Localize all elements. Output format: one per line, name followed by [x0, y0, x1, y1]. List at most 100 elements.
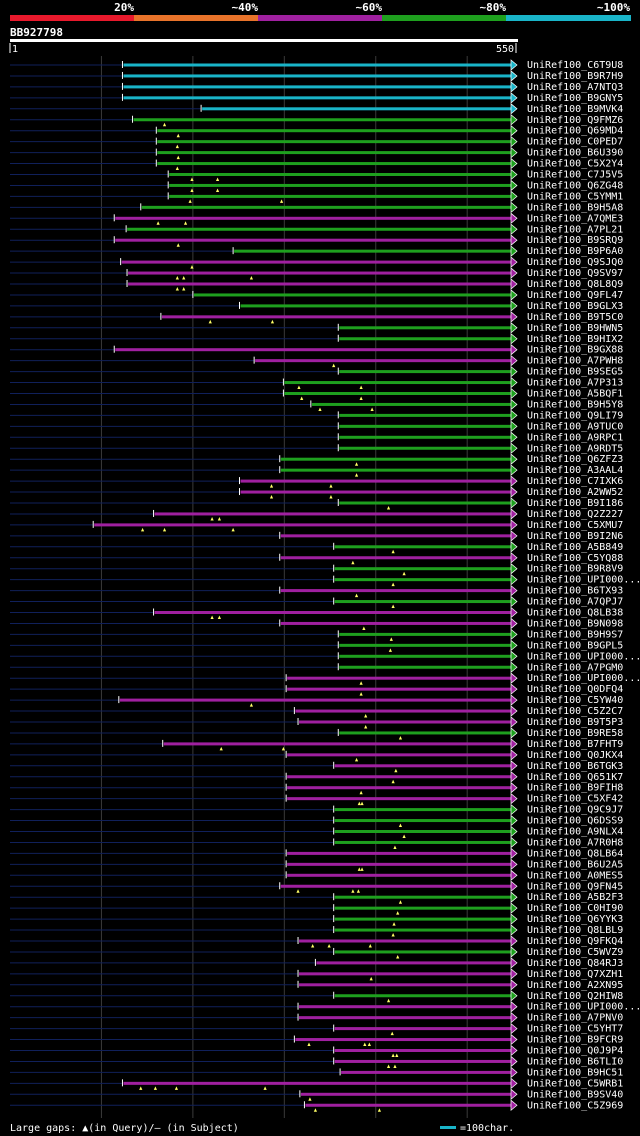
- hit-label[interactable]: UniRef100_Q0DFQ4: [527, 684, 623, 695]
- hit-row[interactable]: UniRef100_Q84RJ3: [10, 957, 623, 969]
- hit-row[interactable]: UniRef100_B9HWN5: [10, 322, 623, 334]
- hit-row[interactable]: UniRef100_B9GNY5: [10, 92, 623, 104]
- hit-row[interactable]: UniRef100_B7FHT9: [10, 738, 623, 751]
- hit-label[interactable]: UniRef100_A2WW52: [527, 487, 623, 498]
- hit-row[interactable]: UniRef100_Q8LBL9: [10, 924, 623, 937]
- hit-label[interactable]: UniRef100_Q6YYK3: [527, 914, 623, 925]
- hit-row[interactable]: UniRef100_C7J5V5: [10, 168, 623, 182]
- hit-label[interactable]: UniRef100_C5X2Y4: [527, 159, 623, 170]
- hit-row[interactable]: UniRef100_C5XF42: [10, 792, 623, 806]
- hit-label[interactable]: UniRef100_A7R0H8: [527, 837, 623, 848]
- hit-row[interactable]: UniRef100_C5WVZ9: [10, 946, 623, 959]
- hit-label[interactable]: UniRef100_B9SEG5: [527, 367, 623, 378]
- hit-label[interactable]: UniRef100_B9SV40: [527, 1089, 623, 1100]
- hit-label[interactable]: UniRef100_B9MVK4: [527, 104, 623, 115]
- hit-row[interactable]: UniRef100_Q9SV97: [10, 267, 623, 280]
- hit-label[interactable]: UniRef100_C5Z969: [527, 1100, 623, 1111]
- hit-label[interactable]: UniRef100_A9RPC1: [527, 432, 623, 443]
- hit-row[interactable]: UniRef100_C5X2Y4: [10, 157, 623, 171]
- hit-row[interactable]: UniRef100_B9SRQ9: [10, 234, 623, 247]
- hit-label[interactable]: UniRef100_B6U390: [527, 148, 623, 159]
- hit-row[interactable]: UniRef100_C5Z2C7: [10, 705, 623, 718]
- hit-label[interactable]: UniRef100_Q9SV97: [527, 268, 623, 279]
- hit-row[interactable]: UniRef100_Q0DFQ4: [10, 683, 623, 696]
- hit-row[interactable]: UniRef100_Q9FMZ6: [10, 114, 623, 127]
- hit-row[interactable]: UniRef100_C7IXK6: [10, 475, 623, 488]
- hit-label[interactable]: UniRef100_B9HIX2: [527, 334, 623, 345]
- hit-label[interactable]: UniRef100_C5YW40: [527, 695, 623, 706]
- hit-row[interactable]: UniRef100_A5B2F3: [10, 891, 623, 904]
- hit-label[interactable]: UniRef100_C5YHT7: [527, 1024, 623, 1035]
- hit-label[interactable]: UniRef100_A3AAL4: [527, 465, 623, 476]
- hit-row[interactable]: UniRef100_B9I186: [10, 497, 623, 510]
- hit-row[interactable]: UniRef100_B9N098: [10, 617, 623, 630]
- hit-label[interactable]: UniRef100_C7J5V5: [527, 170, 623, 181]
- hit-label[interactable]: UniRef100_Q8LBL9: [527, 925, 623, 936]
- hit-label[interactable]: UniRef100_Q7XZH1: [527, 969, 623, 980]
- hit-label[interactable]: UniRef100_A5B2F3: [527, 892, 623, 903]
- hit-label[interactable]: UniRef100_A7QPJ7: [527, 597, 623, 608]
- hit-row[interactable]: UniRef100_B9H5A8: [10, 201, 623, 213]
- hit-label[interactable]: UniRef100_B9RE58: [527, 728, 623, 739]
- hit-row[interactable]: UniRef100_Q9LI79: [10, 409, 623, 421]
- hit-label[interactable]: UniRef100_Q0J9P4: [527, 1046, 623, 1057]
- hit-row[interactable]: UniRef100_B9FIH8: [10, 781, 623, 795]
- hit-row[interactable]: UniRef100_B9HIX2: [10, 333, 623, 345]
- hit-row[interactable]: UniRef100_Q9FKQ4: [10, 935, 623, 948]
- hit-label[interactable]: UniRef100_UPI000...: [527, 673, 640, 684]
- hit-row[interactable]: UniRef100_Q8LB38: [10, 606, 623, 620]
- hit-row[interactable]: UniRef100_B9RE58: [10, 727, 623, 740]
- hit-label[interactable]: UniRef100_C0HI90: [527, 903, 623, 914]
- hit-label[interactable]: UniRef100_B6TLI0: [527, 1056, 623, 1067]
- hit-label[interactable]: UniRef100_A0MES5: [527, 870, 623, 881]
- hit-row[interactable]: UniRef100_Q6DSS9: [10, 814, 623, 828]
- hit-row[interactable]: UniRef100_C5YMM1: [10, 190, 623, 203]
- hit-label[interactable]: UniRef100_Q2HIW8: [527, 991, 623, 1002]
- hit-row[interactable]: UniRef100_Q8LB64: [10, 847, 623, 859]
- hit-row[interactable]: UniRef100_B6TLI0: [10, 1055, 623, 1068]
- hit-label[interactable]: UniRef100_B9N098: [527, 618, 623, 629]
- hit-label[interactable]: UniRef100_A7PGM0: [527, 662, 623, 673]
- hit-label[interactable]: UniRef100_Q0JKX4: [527, 750, 623, 761]
- hit-label[interactable]: UniRef100_B9FIH8: [527, 783, 623, 794]
- hit-label[interactable]: UniRef100_B9HC51: [527, 1067, 623, 1078]
- hit-label[interactable]: UniRef100_B9R8V9: [527, 564, 623, 575]
- hit-row[interactable]: UniRef100_C5YQ88: [10, 552, 623, 565]
- hit-row[interactable]: UniRef100_B9I2N6: [10, 530, 623, 542]
- hit-label[interactable]: UniRef100_B9GPL5: [527, 640, 623, 651]
- hit-label[interactable]: UniRef100_B9P6A0: [527, 246, 623, 257]
- hit-label[interactable]: UniRef100_B9FCR9: [527, 1035, 623, 1046]
- hit-row[interactable]: UniRef100_B9H9S7: [10, 628, 623, 641]
- hit-label[interactable]: UniRef100_B6TX93: [527, 586, 623, 597]
- hit-label[interactable]: UniRef100_Q9FN45: [527, 881, 623, 892]
- hit-row[interactable]: UniRef100_C5WRB1: [10, 1077, 623, 1090]
- hit-row[interactable]: UniRef100_A7PNV0: [10, 1011, 623, 1024]
- hit-row[interactable]: UniRef100_B9MVK4: [10, 103, 623, 115]
- hit-label[interactable]: UniRef100_C5WVZ9: [527, 947, 623, 958]
- hit-label[interactable]: UniRef100_Q2Z227: [527, 509, 623, 520]
- hit-row[interactable]: UniRef100_B9T5C0: [10, 311, 623, 324]
- hit-row[interactable]: UniRef100_B6TGK3: [10, 760, 623, 773]
- hit-label[interactable]: UniRef100_UPI000...: [527, 1002, 640, 1013]
- hit-label[interactable]: UniRef100_B6TGK3: [527, 761, 623, 772]
- hit-row[interactable]: UniRef100_B6TX93: [10, 584, 623, 598]
- hit-label[interactable]: UniRef100_B9SRQ9: [527, 235, 623, 246]
- hit-label[interactable]: UniRef100_Q6ZFZ3: [527, 454, 623, 465]
- hit-label[interactable]: UniRef100_C7IXK6: [527, 476, 623, 487]
- hit-label[interactable]: UniRef100_C5YMM1: [527, 191, 623, 202]
- hit-label[interactable]: UniRef100_Q69MD4: [527, 126, 623, 137]
- hit-label[interactable]: UniRef100_B9I2N6: [527, 531, 623, 542]
- hit-row[interactable]: UniRef100_B9SV40: [10, 1088, 623, 1101]
- hit-row[interactable]: UniRef100_A0MES5: [10, 869, 623, 881]
- hit-label[interactable]: UniRef100_Q8LB38: [527, 608, 623, 619]
- hit-label[interactable]: UniRef100_B9T5P3: [527, 717, 623, 728]
- hit-row[interactable]: UniRef100_UPI000...: [10, 672, 640, 685]
- hit-row[interactable]: UniRef100_A3AAL4: [10, 464, 623, 477]
- hit-row[interactable]: UniRef100_C5YHT7: [10, 1022, 623, 1036]
- hit-row[interactable]: UniRef100_B9R8V9: [10, 562, 623, 576]
- hit-label[interactable]: UniRef100_Q651K7: [527, 772, 623, 783]
- hit-label[interactable]: UniRef100_A5BQF1: [527, 389, 623, 400]
- hit-row[interactable]: UniRef100_Q0J9P4: [10, 1044, 623, 1058]
- hit-row[interactable]: UniRef100_C5XMU7: [10, 519, 623, 532]
- hit-row[interactable]: UniRef100_A7P313: [10, 376, 623, 390]
